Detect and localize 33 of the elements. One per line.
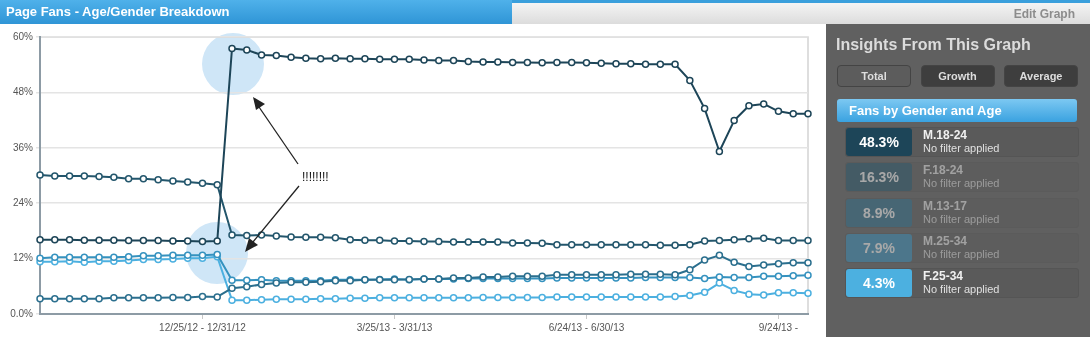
- y-tick-label: 36%: [12, 141, 34, 153]
- text: 8.9%: [863, 204, 895, 221]
- text: No filter applied: [923, 247, 1000, 261]
- annotation: !!!!!!!!: [302, 170, 329, 184]
- category-label: F.25-34: [923, 269, 964, 284]
- category-label: M.13-17: [923, 198, 968, 213]
- text: Fans by Gender and Age: [837, 99, 1077, 122]
- text: No filter applied: [923, 142, 1000, 155]
- text: Edit Graph: [1012, 6, 1075, 23]
- y-tick-label: 48%: [12, 86, 34, 98]
- category-label: F.18-24: [923, 163, 964, 178]
- category-label: M.18-24: [923, 128, 968, 142]
- chart-title: Page Fans - Age/Gender Breakdown: [0, 0, 512, 24]
- text: Insights From This Graph: [836, 36, 1031, 54]
- text: Average: [1004, 65, 1078, 87]
- text: 7.9%: [863, 239, 895, 256]
- text: Total: [837, 65, 911, 87]
- text: No filter applied: [923, 212, 1000, 226]
- text: No filter applied: [923, 177, 1000, 191]
- y-tick-label: 12%: [12, 252, 34, 264]
- text: Growth: [920, 65, 995, 87]
- y-tick-label: 24%: [12, 196, 34, 208]
- y-tick-label: 60%: [12, 30, 34, 42]
- category-label: M.25-34: [923, 233, 968, 248]
- text: 16.3%: [859, 169, 899, 186]
- text: 48.3%: [859, 134, 899, 150]
- x-tick-label: 9/24/13 -: [758, 321, 799, 333]
- x-tick-label: 6/24/13 - 6/30/13: [548, 321, 625, 333]
- x-tick-label: 12/25/12 - 12/31/12: [159, 321, 247, 333]
- text: 4.3%: [863, 275, 895, 292]
- x-tick-label: 3/25/13 - 3/31/13: [356, 321, 433, 333]
- y-tick-label: 0.0%: [10, 307, 34, 319]
- text: No filter applied: [923, 283, 1000, 297]
